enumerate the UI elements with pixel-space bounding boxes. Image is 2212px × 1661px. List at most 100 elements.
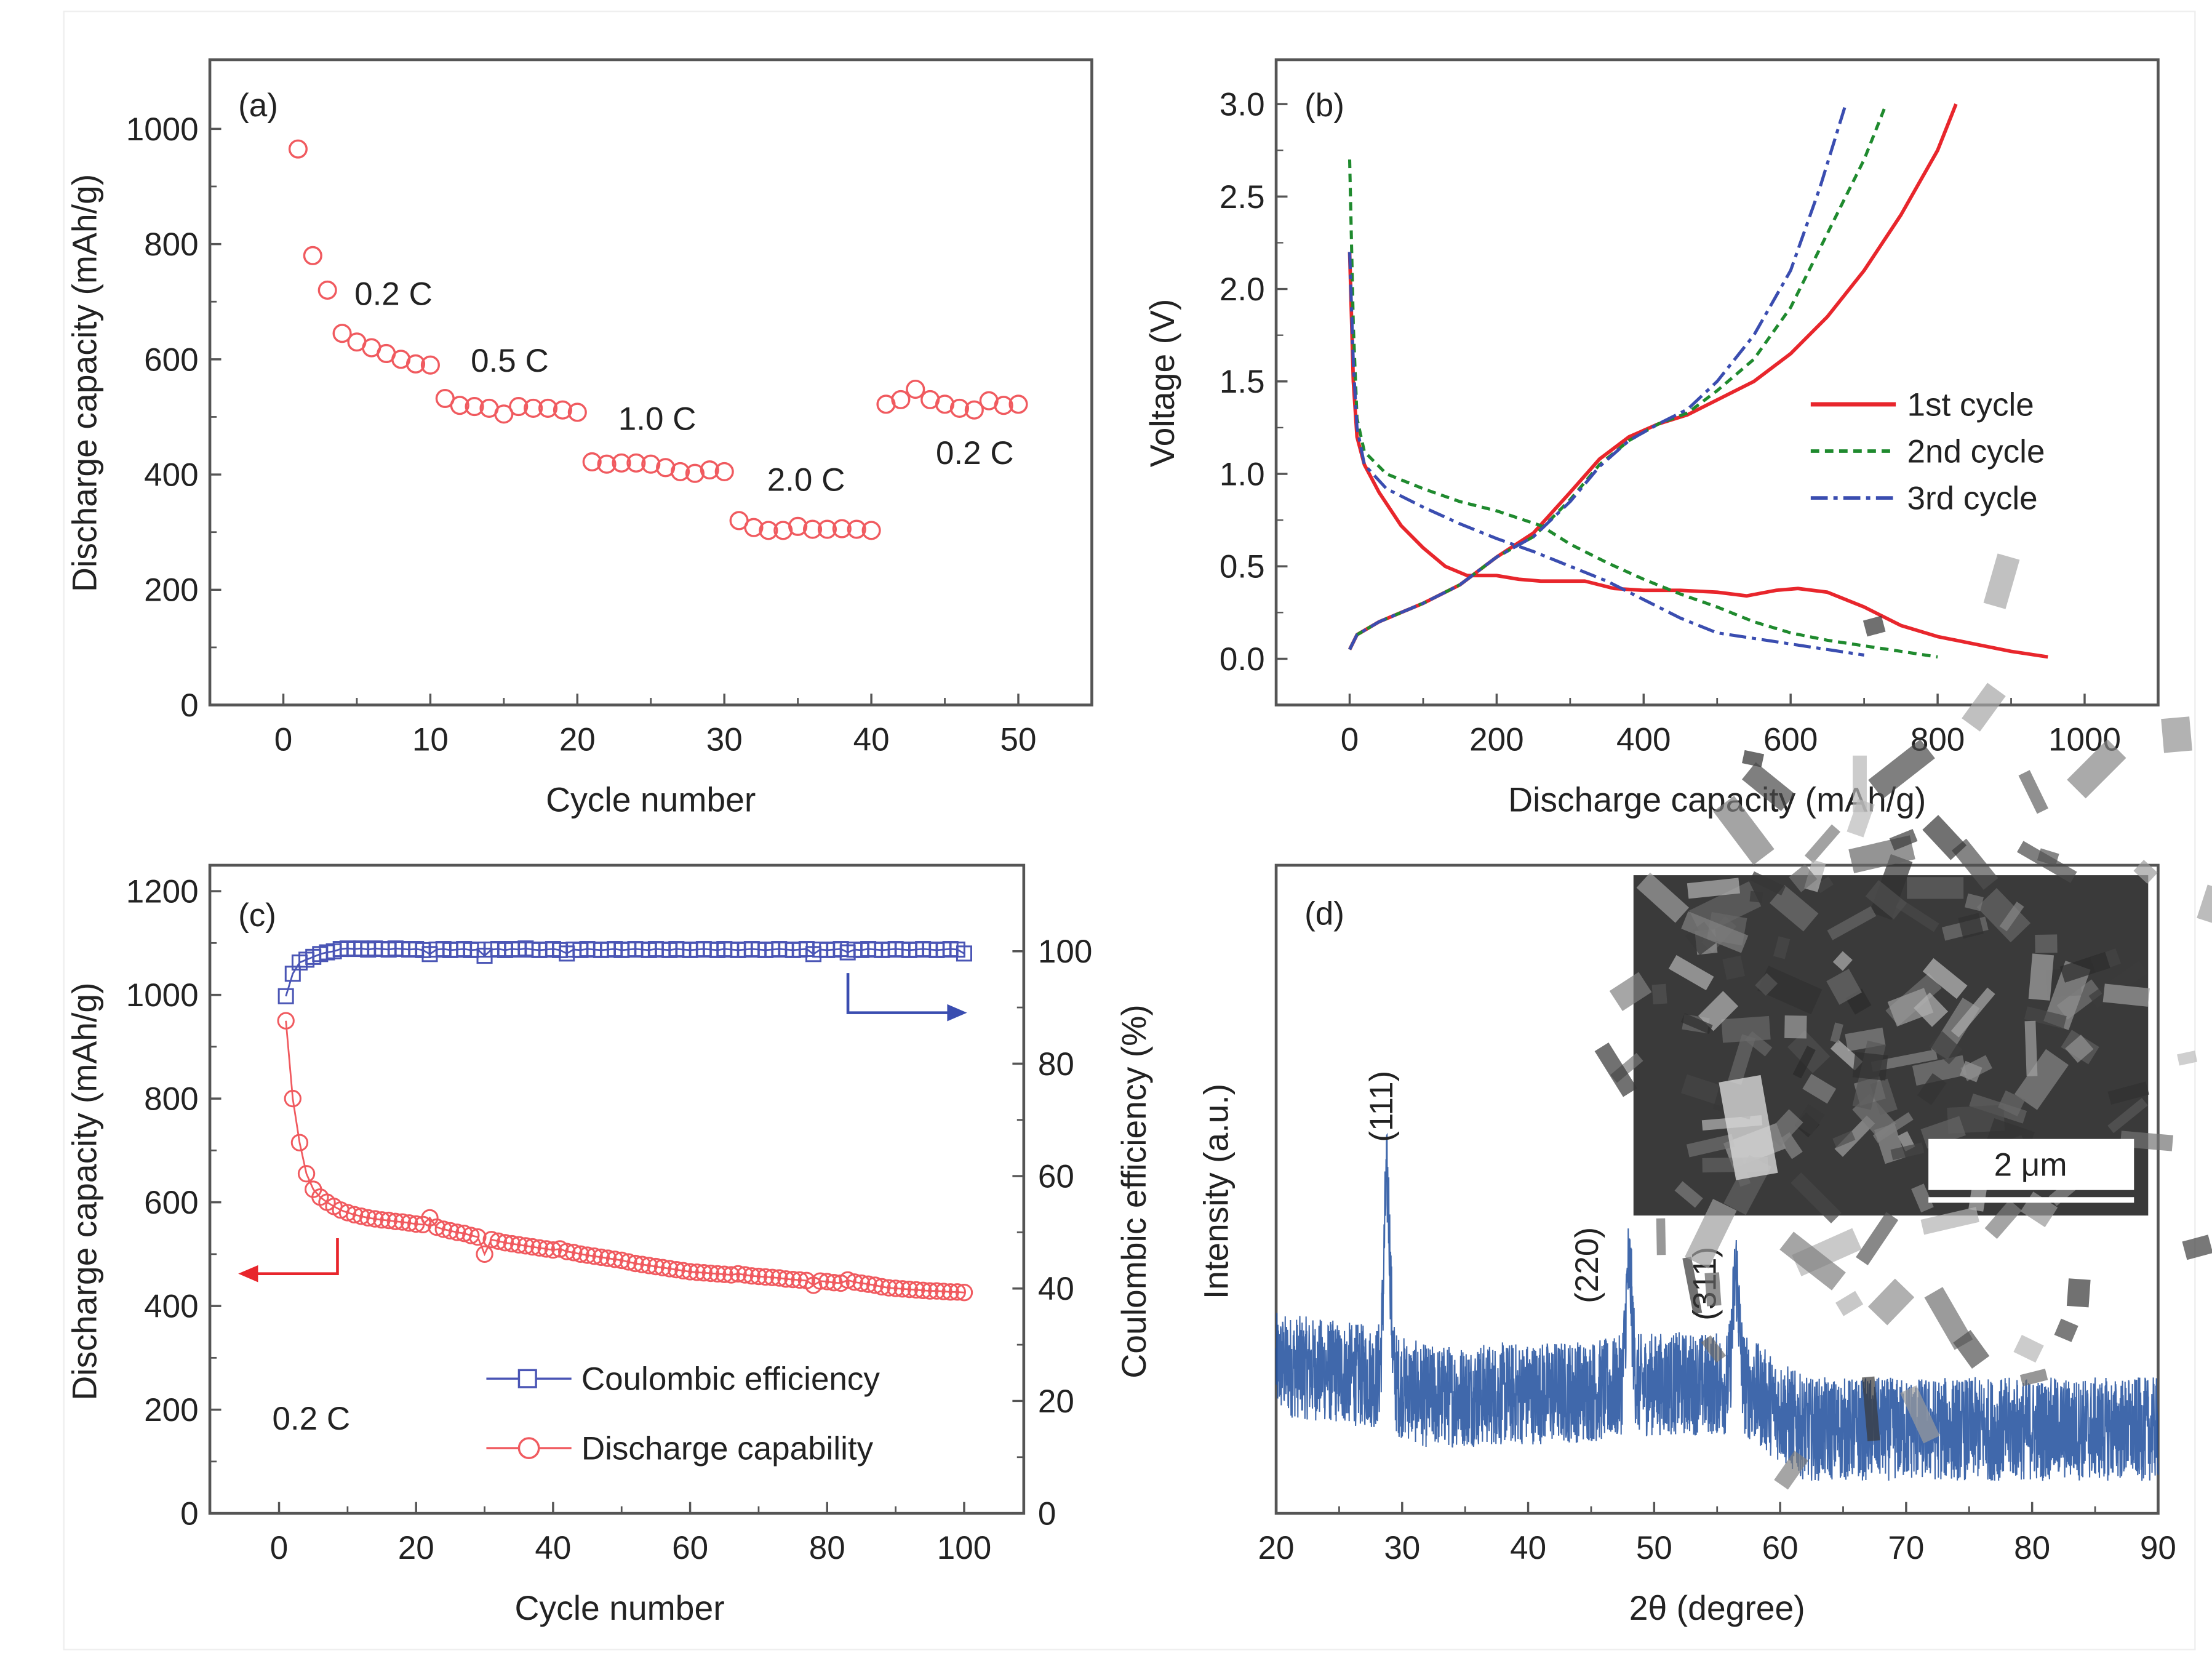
sem-particle <box>1815 876 1834 894</box>
y-tick-label: 2.5 <box>1220 179 1265 215</box>
y-tick-label: 3.0 <box>1220 87 1265 123</box>
sem-particle <box>1868 739 1935 799</box>
y-axis-title: Voltage (V) <box>1143 299 1181 468</box>
data-point <box>714 462 734 481</box>
data-point-circle <box>393 1213 412 1231</box>
sem-particle <box>2107 1081 2149 1105</box>
series-line <box>285 947 965 997</box>
sem-particle <box>1685 1199 1737 1269</box>
sem-particle <box>2107 1097 2148 1134</box>
data-point-circle <box>373 1211 391 1229</box>
x-tick-label: 0 <box>270 1530 288 1566</box>
x-tick-label: 0 <box>1341 721 1359 758</box>
sem-particle <box>1774 1451 1809 1490</box>
data-point-circle <box>914 1281 932 1299</box>
data-point-circle <box>510 1236 528 1254</box>
rate-annotation: 2.0 C <box>767 462 845 498</box>
data-point <box>420 355 440 375</box>
data-point-circle <box>366 1210 384 1228</box>
sem-particle <box>1830 1022 1843 1043</box>
sem-particle <box>1792 1046 1816 1079</box>
sem-particle <box>1867 1278 1915 1326</box>
panel-b: 0 200 400 600 800 10000.00.51.01.52.02.53.0Di… <box>1143 58 2160 818</box>
sem-particle <box>2059 951 2110 983</box>
data-point-circle <box>284 1089 301 1108</box>
data-point <box>700 460 719 480</box>
data-point-circle <box>578 1246 596 1264</box>
sem-particle <box>1976 887 2031 943</box>
y-tick-label: 800 <box>144 1081 198 1118</box>
sem-particle <box>1686 1134 1735 1158</box>
x-tick-label: 600 <box>1763 721 1818 758</box>
sem-inset-image: 2 μm <box>1594 553 2212 1490</box>
data-point-circle <box>852 1274 871 1292</box>
data-point-circle <box>688 1263 706 1281</box>
y-tick-label: 20 <box>1038 1383 1074 1420</box>
series-2-charge-curve <box>1348 103 1888 650</box>
y-tick-label: 0.5 <box>1220 549 1265 585</box>
data-point <box>332 324 352 343</box>
data-point-circle <box>469 1228 487 1246</box>
data-point-circle <box>859 1275 877 1293</box>
x-tick-label: 80 <box>2014 1530 2050 1566</box>
y-tick-label: 80 <box>1038 1046 1074 1083</box>
data-point <box>949 398 970 418</box>
data-point <box>465 397 484 417</box>
sem-particle <box>1757 966 1823 1015</box>
sem-particle <box>2102 983 2150 1007</box>
data-point-circle <box>599 1249 617 1267</box>
sem-particle <box>1847 799 1875 838</box>
legend-label: Coulombic efficiency <box>581 1361 880 1398</box>
sem-particle <box>1865 879 1907 919</box>
data-point-circle <box>386 1212 404 1230</box>
data-point-circle <box>845 1273 863 1291</box>
legend-label: Discharge capability <box>581 1431 874 1467</box>
y-axis-title-left: Discharge capacity (mAh/g) <box>66 982 104 1400</box>
y-tick-label: 1200 <box>126 874 199 910</box>
sem-particle <box>1791 1172 1842 1223</box>
x-tick-label: 20 <box>398 1530 434 1566</box>
data-point-circle <box>955 1284 973 1302</box>
sem-particle <box>1609 972 1652 1011</box>
data-point-circle <box>941 1283 959 1301</box>
data-point <box>509 397 529 417</box>
y-tick-label: 40 <box>1038 1271 1074 1307</box>
right-arrow-head-icon <box>947 1004 967 1022</box>
sem-particle <box>1999 902 2024 932</box>
sem-particle <box>1832 951 1853 971</box>
sem-particle <box>1965 893 1984 911</box>
data-point-circle <box>784 1270 802 1289</box>
sem-particle <box>1871 1049 1938 1072</box>
legend-label: 3rd cycle <box>1907 481 2038 517</box>
data-point <box>553 400 572 420</box>
data-point <box>524 398 543 418</box>
sem-particle <box>1826 969 1862 1005</box>
y-axis-title: Intensity (a.u.) <box>1197 1084 1236 1299</box>
data-point-circle <box>873 1278 891 1296</box>
data-point <box>626 453 646 473</box>
y-tick-label: 400 <box>144 457 198 494</box>
plot-frame <box>208 863 1026 1515</box>
data-point <box>567 402 587 422</box>
data-point-circle <box>811 1272 829 1290</box>
sem-particle <box>2019 1369 2048 1387</box>
data-point-circle <box>496 1234 514 1252</box>
data-point-circle <box>489 1232 507 1250</box>
data-point <box>773 521 793 540</box>
data-point-circle <box>756 1268 775 1286</box>
y-tick-label: 1000 <box>126 111 199 148</box>
sem-particle <box>2054 1318 2078 1342</box>
rate-annotation: 0.2 C <box>272 1401 350 1437</box>
data-point <box>612 453 631 473</box>
data-point-circle <box>777 1270 795 1288</box>
y-tick-label: 200 <box>144 1392 198 1428</box>
sem-particle <box>1870 1078 1898 1115</box>
sem-particle <box>1827 906 1877 940</box>
data-point <box>685 463 705 483</box>
data-point-circle <box>572 1245 589 1263</box>
data-point-circle <box>743 1267 761 1285</box>
data-point <box>802 519 823 539</box>
data-point-circle <box>935 1283 952 1300</box>
sem-particle <box>1950 987 1995 1038</box>
